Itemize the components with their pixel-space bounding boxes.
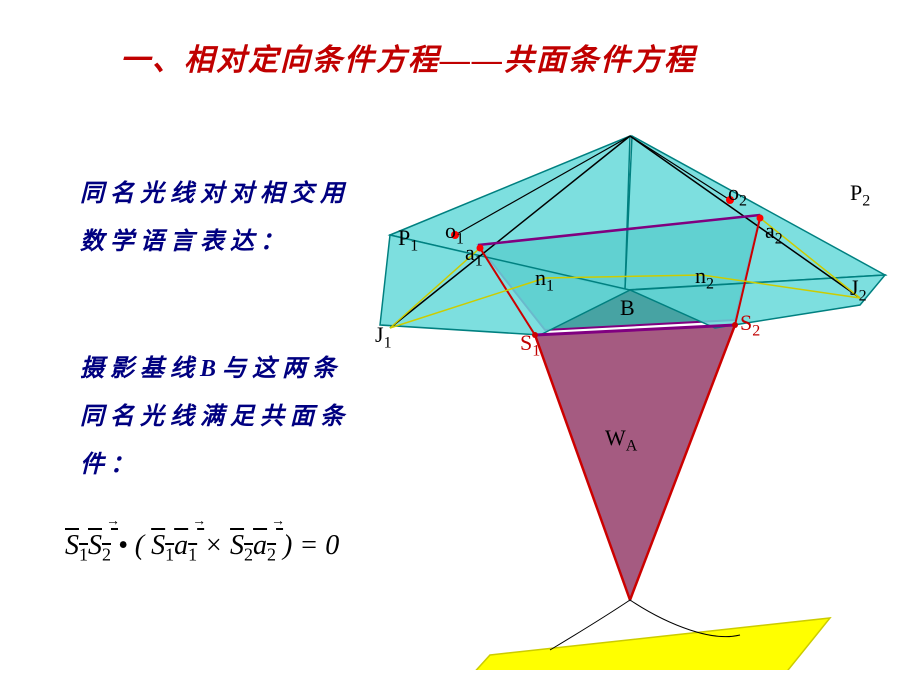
geometry-diagram: P1 P2 o1 o2 a1 a2 n1 n2 J1 J2 S1 S2 B WA: [370, 110, 900, 670]
eq-dot: • (: [118, 530, 144, 561]
label-n2: n2: [695, 263, 714, 293]
page-title: 一、相对定向条件方程——共面条件方程: [120, 35, 696, 79]
label-s2: S2: [740, 310, 760, 340]
vec-s1a1: S1a1: [151, 530, 204, 561]
label-j2: J2: [850, 275, 867, 305]
label-o1: o1: [445, 218, 464, 248]
label-s1: S1: [520, 330, 540, 360]
label-p1: P1: [398, 225, 418, 255]
eq-cross: ×: [204, 530, 230, 561]
label-a2: a2: [765, 218, 783, 248]
label-a1: a1: [465, 240, 483, 270]
label-j1: J1: [375, 322, 392, 352]
para2-b: B: [200, 356, 222, 382]
vec-s2a2: S2a2: [230, 530, 283, 561]
paragraph-1: 同名光线对对相交用数学语言表达：: [80, 170, 360, 266]
para2-prefix: 摄影基线: [80, 356, 200, 382]
eq-close: ) = 0: [283, 530, 339, 561]
vec-s1s2: S1S2: [65, 530, 118, 561]
label-b: B: [620, 295, 635, 321]
coplanar-equation: S1S2 • ( S1a1 × S2a2 ) = 0: [65, 530, 339, 566]
label-o2: o2: [728, 180, 747, 210]
label-p2: P2: [850, 180, 870, 210]
label-n1: n1: [535, 265, 554, 295]
paragraph-2: 摄影基线B与这两条同名光线满足共面条件：: [80, 345, 365, 489]
label-wa: WA: [605, 425, 637, 455]
